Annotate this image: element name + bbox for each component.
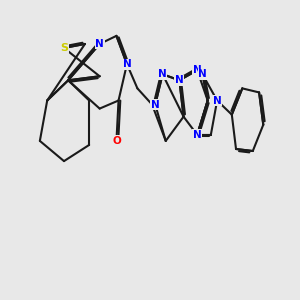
Text: N: N <box>151 100 160 110</box>
Text: N: N <box>193 65 202 75</box>
Text: N: N <box>198 69 207 79</box>
Text: N: N <box>122 59 131 69</box>
Text: O: O <box>112 136 121 146</box>
Text: N: N <box>213 95 221 106</box>
Text: N: N <box>193 130 202 140</box>
Text: S: S <box>60 43 68 53</box>
Text: N: N <box>175 75 184 85</box>
Text: N: N <box>95 39 104 49</box>
Text: N: N <box>158 69 167 79</box>
